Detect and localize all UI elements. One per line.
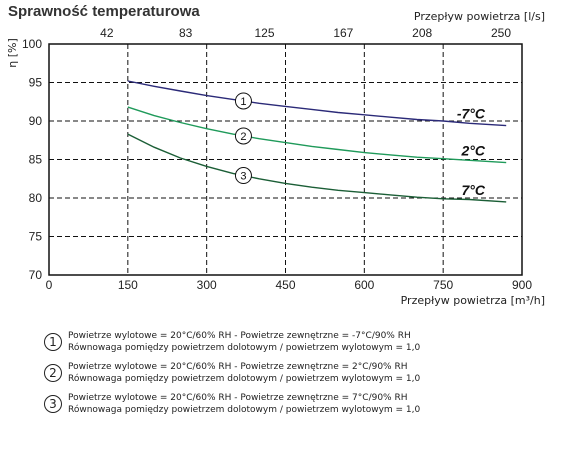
y-tick-label: 85 (29, 153, 43, 167)
x2-axis-label: Przepływ powietrza [l/s] (414, 10, 545, 23)
x-tick-label: 750 (433, 278, 453, 292)
legend-line2-1: Równowaga pomiędzy powietrzem dolotowym … (68, 343, 421, 353)
series-marker-1 (234, 92, 252, 110)
legend-text-3: Powietrze wylotowe = 20°C/60% RH - Powie… (68, 392, 420, 416)
series-marker-2 (234, 127, 252, 145)
legend-marker-3: 3 (44, 395, 62, 413)
legend-line1-2: Powietrze wylotowe = 20°C/60% RH - Powie… (68, 362, 408, 372)
series-name-label-3: 7°C (462, 182, 486, 198)
y-tick-label: 95 (29, 76, 43, 90)
y-tick-label: 75 (29, 230, 43, 244)
x-axis-label: Przepływ powietrza [m³/h] (401, 294, 545, 307)
x2-tick-label: 125 (254, 26, 274, 40)
x2-tick-label: 83 (179, 26, 193, 40)
series-name-label-2: 2°C (461, 143, 486, 159)
x2-tick-label: 167 (333, 26, 353, 40)
series-marker-3 (234, 167, 252, 185)
x-tick-label: 300 (197, 278, 217, 292)
chart-title: Sprawność temperaturowa (8, 3, 200, 20)
series-line-3 (127, 133, 507, 203)
x-tick-label: 0 (46, 278, 53, 292)
series-marker-label-1: 1 (240, 96, 246, 108)
y-tick-label: 90 (29, 114, 43, 128)
legend-line2-3: Równowaga pomiędzy powietrzem dolotowym … (68, 405, 421, 415)
y-tick-label: 100 (22, 37, 42, 51)
legend-text-2: Powietrze wylotowe = 20°C/60% RH - Powie… (68, 361, 420, 385)
x-tick-label: 900 (512, 278, 532, 292)
x2-tick-label: 208 (412, 26, 432, 40)
x-tick-label: 450 (275, 278, 295, 292)
legend-line2-2: Równowaga pomiędzy powietrzem dolotowym … (68, 374, 421, 384)
y-tick-label: 80 (29, 191, 43, 205)
series-line-1 (127, 80, 507, 127)
series-marker-label-3: 3 (240, 171, 246, 183)
series-name-label-1: -7°C (457, 106, 486, 122)
x2-tick-label: 42 (100, 26, 114, 40)
legend-marker-1: 1 (44, 333, 62, 351)
y-tick-label: 70 (29, 268, 43, 282)
y-axis-label: η [%] (6, 38, 19, 68)
x2-tick-label: 250 (491, 26, 511, 40)
legend-line1-3: Powietrze wylotowe = 20°C/60% RH - Powie… (68, 393, 408, 403)
legend-text-1: Powietrze wylotowe = 20°C/60% RH - Powie… (68, 330, 420, 354)
x-tick-label: 600 (354, 278, 374, 292)
x-tick-label: 150 (118, 278, 138, 292)
series-marker-label-2: 2 (240, 131, 246, 143)
legend-line1-1: Powietrze wylotowe = 20°C/60% RH - Powie… (68, 331, 411, 341)
series-line-2 (127, 106, 507, 164)
legend-marker-2: 2 (44, 364, 62, 382)
plot-frame (48, 43, 523, 276)
